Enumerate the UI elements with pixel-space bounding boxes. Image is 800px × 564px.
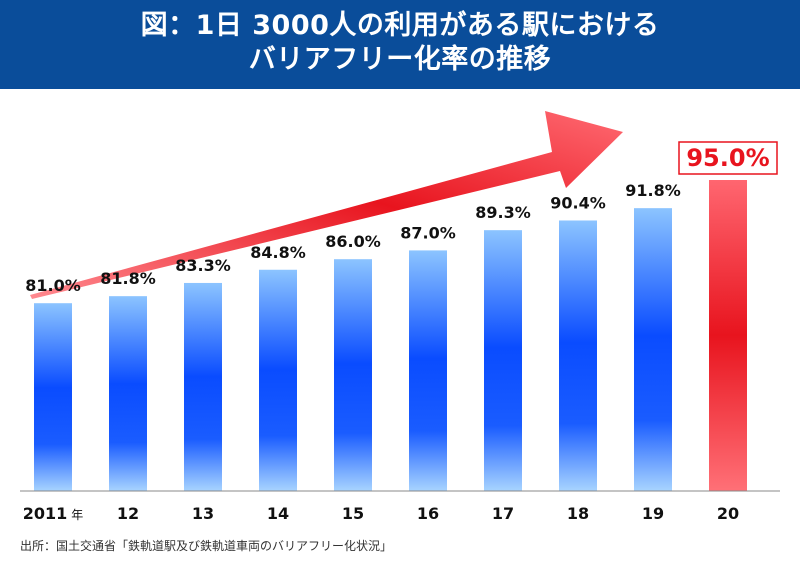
- value-label-17: 89.3%: [475, 203, 531, 222]
- bar-17: [484, 230, 522, 491]
- bar-15: [334, 259, 372, 491]
- x-tick-label-17: 17: [492, 504, 514, 523]
- value-label-20: 95.0%: [686, 144, 769, 172]
- value-label-16: 87.0%: [400, 223, 456, 242]
- x-tick-label-16: 16: [417, 504, 439, 523]
- x-tick-label-2011: 2011 年: [23, 504, 84, 523]
- value-label-19: 91.8%: [625, 181, 681, 200]
- bar-16: [409, 250, 447, 491]
- value-label-2011: 81.0%: [25, 276, 81, 295]
- bar-chart: 81.0% 2011 年 81.8% 12 83.3% 13 84.8% 14 86.0% 15 87…: [20, 111, 780, 523]
- value-label-15: 86.0%: [325, 232, 381, 251]
- bar-12: [109, 296, 147, 491]
- value-label-12: 81.8%: [100, 269, 156, 288]
- highlight-value-box: [678, 141, 778, 175]
- x-tick-label-19: 19: [642, 504, 664, 523]
- value-label-14: 84.8%: [250, 243, 306, 262]
- bar-14: [259, 269, 297, 491]
- x-tick-label-18: 18: [567, 504, 589, 523]
- chart-title-line-1: 図：1日 3000人の利用がある駅における: [140, 10, 660, 41]
- x-tick-label-15: 15: [342, 504, 364, 523]
- value-label-13: 83.3%: [175, 256, 231, 275]
- value-label-18: 90.4%: [550, 193, 606, 212]
- x-tick-label-14: 14: [267, 504, 289, 523]
- x-tick-label-13: 13: [192, 504, 214, 523]
- trend-arrow: [30, 111, 623, 299]
- title-banner: 図：1日 3000人の利用がある駅における バリアフリー化率の推移: [0, 0, 800, 89]
- bar-2011: [34, 303, 72, 491]
- source-note: 出所：国土交通省「鉄軌道駅及び鉄軌道車両のバリアフリー化状況」: [20, 539, 393, 553]
- chart-title-line-2: バリアフリー化率の推移: [248, 44, 552, 75]
- x-tick-label-20: 20: [717, 504, 739, 523]
- bar-19: [634, 208, 672, 491]
- x-tick-label-12: 12: [117, 504, 139, 523]
- bar-20: [709, 180, 747, 491]
- bar-18: [559, 220, 597, 492]
- bar-13: [184, 282, 222, 491]
